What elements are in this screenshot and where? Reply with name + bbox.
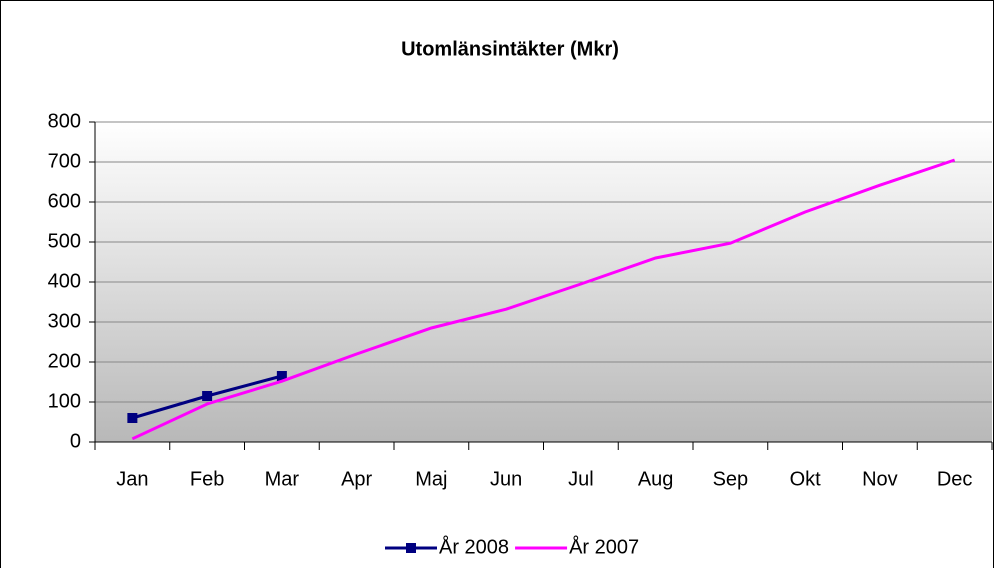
y-tick-label: 600 bbox=[48, 190, 81, 212]
legend-label: År 2008 bbox=[439, 535, 509, 558]
y-tick-label: 500 bbox=[48, 230, 81, 252]
x-tick-label: Sep bbox=[713, 468, 749, 490]
x-tick-label: Dec bbox=[937, 468, 973, 490]
x-tick-label: Maj bbox=[415, 468, 447, 490]
series-line bbox=[131, 158, 956, 441]
y-tick-label: 0 bbox=[70, 430, 81, 452]
point-marker bbox=[202, 391, 213, 401]
x-tick-label: Jul bbox=[568, 468, 594, 490]
y-tick-label: 800 bbox=[48, 110, 81, 132]
y-tick-label: 400 bbox=[48, 270, 81, 292]
x-tick-label: Jan bbox=[116, 468, 148, 490]
x-tick-label: Jun bbox=[490, 468, 522, 490]
x-tick-label: Okt bbox=[790, 468, 822, 490]
y-tick-label: 100 bbox=[48, 390, 81, 412]
x-tick-label: Apr bbox=[341, 468, 372, 490]
x-tick-label: Nov bbox=[862, 468, 898, 490]
point-marker bbox=[127, 413, 138, 423]
y-tick-label: 200 bbox=[48, 350, 81, 372]
y-tick-label: 300 bbox=[48, 310, 81, 332]
x-tick-label: Aug bbox=[638, 468, 674, 490]
x-tick-label: Mar bbox=[265, 468, 300, 490]
point-marker bbox=[276, 371, 287, 381]
legend-marker bbox=[406, 543, 416, 553]
y-tick-label: 700 bbox=[48, 150, 81, 172]
chart-title: Utomlänsintäkter (Mkr) bbox=[401, 38, 619, 60]
x-tick-label: Feb bbox=[190, 468, 224, 490]
legend-label: År 2007 bbox=[569, 535, 639, 558]
